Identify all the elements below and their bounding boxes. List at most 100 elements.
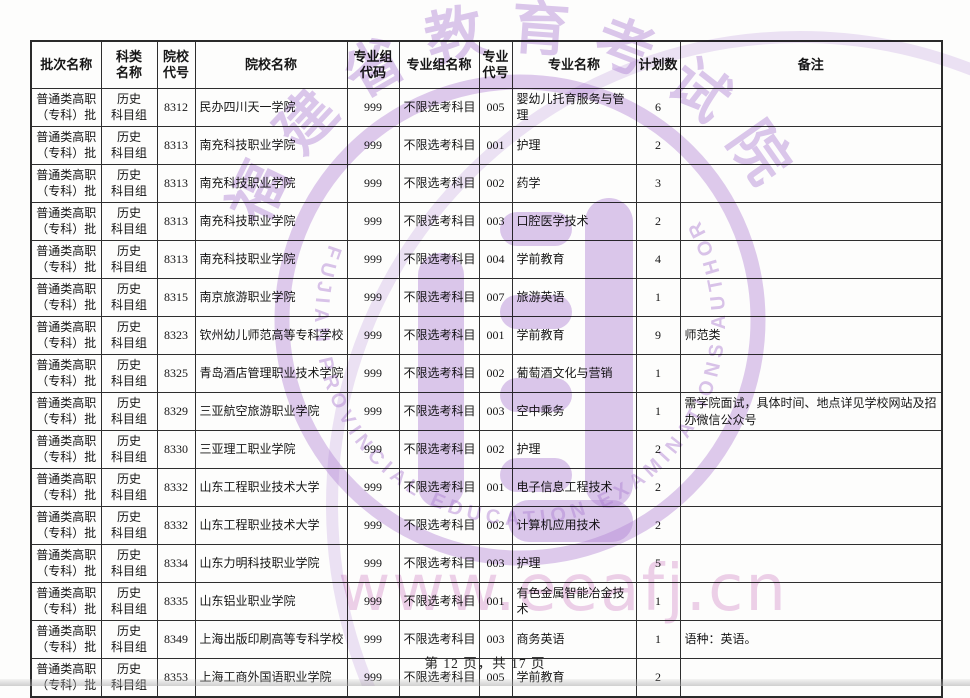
cell-group-name: 不限选考科目 <box>398 582 480 621</box>
cell-batch-name: 普通类高职 （专科）批 <box>30 88 102 127</box>
cell-plan-count: 5 <box>635 544 681 583</box>
cell-group-name: 不限选考科目 <box>398 240 480 279</box>
cell-college-name: 上海出版印刷高等专科学校 <box>194 620 348 659</box>
table-row: 普通类高职 （专科）批 历史 科目组 8325 青岛酒店管理职业技术学院 999… <box>30 354 943 393</box>
cell-major-name: 学前教育 <box>511 316 637 355</box>
cell-remark <box>679 164 943 203</box>
cell-group-name: 不限选考科目 <box>398 88 480 127</box>
cell-subject-category: 历史 科目组 <box>100 582 158 621</box>
cell-college-code: 8335 <box>156 582 196 621</box>
cell-batch-name: 普通类高职 （专科）批 <box>30 316 102 355</box>
cell-batch-name: 普通类高职 （专科）批 <box>30 430 102 469</box>
cell-plan-count: 4 <box>635 240 681 279</box>
header-plan-count: 计划数 <box>635 40 681 89</box>
cell-plan-count: 2 <box>635 506 681 545</box>
cell-batch-name: 普通类高职 （专科）批 <box>30 354 102 393</box>
cell-group-code: 999 <box>346 430 400 469</box>
cell-major-name: 口腔医学技术 <box>511 202 637 241</box>
cell-college-code: 8313 <box>156 126 196 165</box>
cell-group-name: 不限选考科目 <box>398 506 480 545</box>
cell-remark <box>679 430 943 469</box>
cell-remark <box>679 506 943 545</box>
cell-college-name: 南充科技职业学院 <box>194 240 348 279</box>
cell-group-name: 不限选考科目 <box>398 316 480 355</box>
table-row: 普通类高职 （专科）批 历史 科目组 8313 南充科技职业学院 999 不限选… <box>30 126 943 165</box>
cell-college-name: 山东力明科技职业学院 <box>194 544 348 583</box>
cell-major-name: 护理 <box>511 544 637 583</box>
cell-college-name: 南充科技职业学院 <box>194 164 348 203</box>
cell-subject-category: 历史 科目组 <box>100 316 158 355</box>
cell-college-code: 8313 <box>156 202 196 241</box>
header-subject-category: 科类 名称 <box>100 40 158 89</box>
cell-subject-category: 历史 科目组 <box>100 506 158 545</box>
cell-college-name: 南充科技职业学院 <box>194 126 348 165</box>
cell-batch-name: 普通类高职 （专科）批 <box>30 506 102 545</box>
cell-group-name: 不限选考科目 <box>398 430 480 469</box>
table-row: 普通类高职 （专科）批 历史 科目组 8332 山东工程职业技术大学 999 不… <box>30 468 943 507</box>
cell-subject-category: 历史 科目组 <box>100 392 158 431</box>
cell-major-code: 003 <box>478 392 513 431</box>
cell-remark: 需学院面试，具体时间、地点详见学校网站及招办微信公众号 <box>679 392 943 431</box>
table-row: 普通类高职 （专科）批 历史 科目组 8329 三亚航空旅游职业学院 999 不… <box>30 392 943 431</box>
cell-plan-count: 9 <box>635 316 681 355</box>
cell-major-code: 002 <box>478 506 513 545</box>
cell-plan-count: 2 <box>635 202 681 241</box>
cell-major-code: 004 <box>478 240 513 279</box>
cell-college-code: 8315 <box>156 278 196 317</box>
cell-group-code: 999 <box>346 126 400 165</box>
cell-plan-count: 1 <box>635 392 681 431</box>
table-row: 普通类高职 （专科）批 历史 科目组 8332 山东工程职业技术大学 999 不… <box>30 506 943 545</box>
cell-college-code: 8325 <box>156 354 196 393</box>
cell-group-name: 不限选考科目 <box>398 392 480 431</box>
cell-college-code: 8313 <box>156 164 196 203</box>
cell-plan-count: 1 <box>635 354 681 393</box>
cell-group-code: 999 <box>346 164 400 203</box>
cell-major-code: 005 <box>478 88 513 127</box>
cell-group-code: 999 <box>346 506 400 545</box>
cell-group-name: 不限选考科目 <box>398 164 480 203</box>
cell-batch-name: 普通类高职 （专科）批 <box>30 164 102 203</box>
table-header-row: 批次名称 科类 名称 院校 代号 院校名称 专业组 代码 专业组名称 专业 代号… <box>30 40 943 89</box>
cell-remark <box>679 202 943 241</box>
cell-college-name: 山东工程职业技术大学 <box>194 468 348 507</box>
cell-major-code: 002 <box>478 430 513 469</box>
cell-college-code: 8349 <box>156 620 196 659</box>
cell-plan-count: 2 <box>635 468 681 507</box>
cell-group-name: 不限选考科目 <box>398 126 480 165</box>
cell-group-code: 999 <box>346 316 400 355</box>
cell-plan-count: 1 <box>635 582 681 621</box>
table-row: 普通类高职 （专科）批 历史 科目组 8315 南京旅游职业学院 999 不限选… <box>30 278 943 317</box>
cell-college-code: 8329 <box>156 392 196 431</box>
cell-college-code: 8323 <box>156 316 196 355</box>
cell-batch-name: 普通类高职 （专科）批 <box>30 278 102 317</box>
cell-group-name: 不限选考科目 <box>398 278 480 317</box>
cell-batch-name: 普通类高职 （专科）批 <box>30 582 102 621</box>
cell-major-name: 计算机应用技术 <box>511 506 637 545</box>
cell-subject-category: 历史 科目组 <box>100 468 158 507</box>
cell-major-name: 葡萄酒文化与营销 <box>511 354 637 393</box>
cell-subject-category: 历史 科目组 <box>100 620 158 659</box>
cell-remark <box>679 240 943 279</box>
cell-group-code: 999 <box>346 278 400 317</box>
table-row: 普通类高职 （专科）批 历史 科目组 8330 三亚理工职业学院 999 不限选… <box>30 430 943 469</box>
table-row: 普通类高职 （专科）批 历史 科目组 8335 山东铝业职业学院 999 不限选… <box>30 582 943 621</box>
cell-group-code: 999 <box>346 544 400 583</box>
scan-edge-shadow <box>0 679 970 686</box>
cell-group-code: 999 <box>346 88 400 127</box>
cell-major-name: 婴幼儿托育服务与管理 <box>511 88 637 127</box>
cell-batch-name: 普通类高职 （专科）批 <box>30 240 102 279</box>
cell-remark <box>679 354 943 393</box>
cell-major-code: 003 <box>478 202 513 241</box>
cell-college-name: 青岛酒店管理职业技术学院 <box>194 354 348 393</box>
cell-batch-name: 普通类高职 （专科）批 <box>30 392 102 431</box>
cell-remark <box>679 544 943 583</box>
cell-group-name: 不限选考科目 <box>398 354 480 393</box>
table-body: 普通类高职 （专科）批 历史 科目组 8312 民办四川天一学院 999 不限选… <box>30 88 943 698</box>
cell-remark <box>679 468 943 507</box>
header-group-name: 专业组名称 <box>398 40 480 89</box>
cell-plan-count: 2 <box>635 126 681 165</box>
cell-subject-category: 历史 科目组 <box>100 126 158 165</box>
cell-college-code: 8312 <box>156 88 196 127</box>
cell-major-code: 002 <box>478 354 513 393</box>
cell-subject-category: 历史 科目组 <box>100 88 158 127</box>
